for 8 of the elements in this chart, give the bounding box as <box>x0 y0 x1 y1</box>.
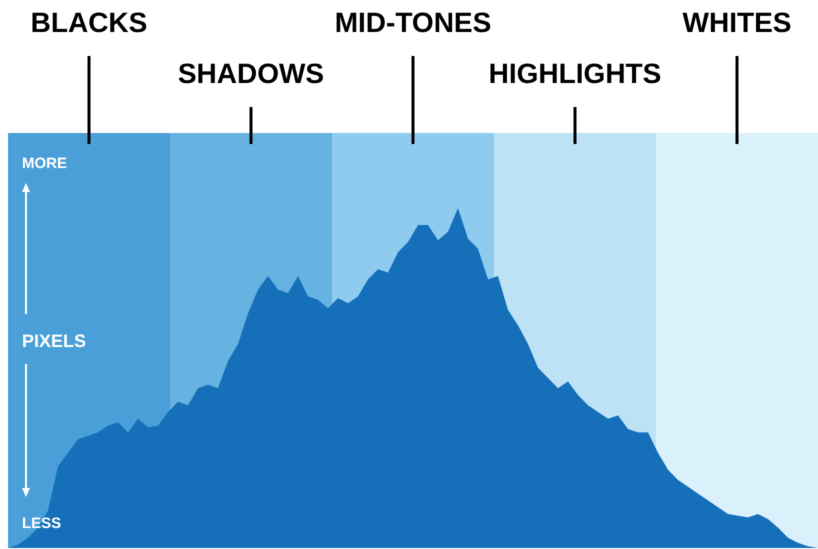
text: HIGHLIGHTS <box>488 58 662 89</box>
text: BLACKS <box>30 7 148 38</box>
text: MORE <box>22 155 67 172</box>
text: MID-TONES <box>334 7 492 38</box>
text: SHADOWS <box>178 58 324 89</box>
text: WHITES <box>682 7 792 38</box>
annotation: LESS <box>22 515 62 532</box>
y-axis-title: PIXELS <box>22 331 86 351</box>
